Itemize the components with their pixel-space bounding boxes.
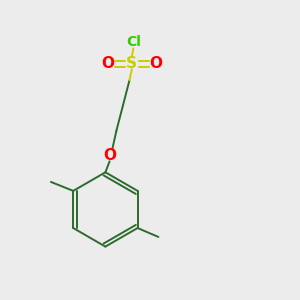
Text: O: O	[102, 56, 115, 71]
Text: S: S	[126, 56, 137, 71]
Text: Cl: Cl	[126, 35, 141, 50]
Text: O: O	[103, 148, 116, 164]
Text: O: O	[149, 56, 162, 71]
